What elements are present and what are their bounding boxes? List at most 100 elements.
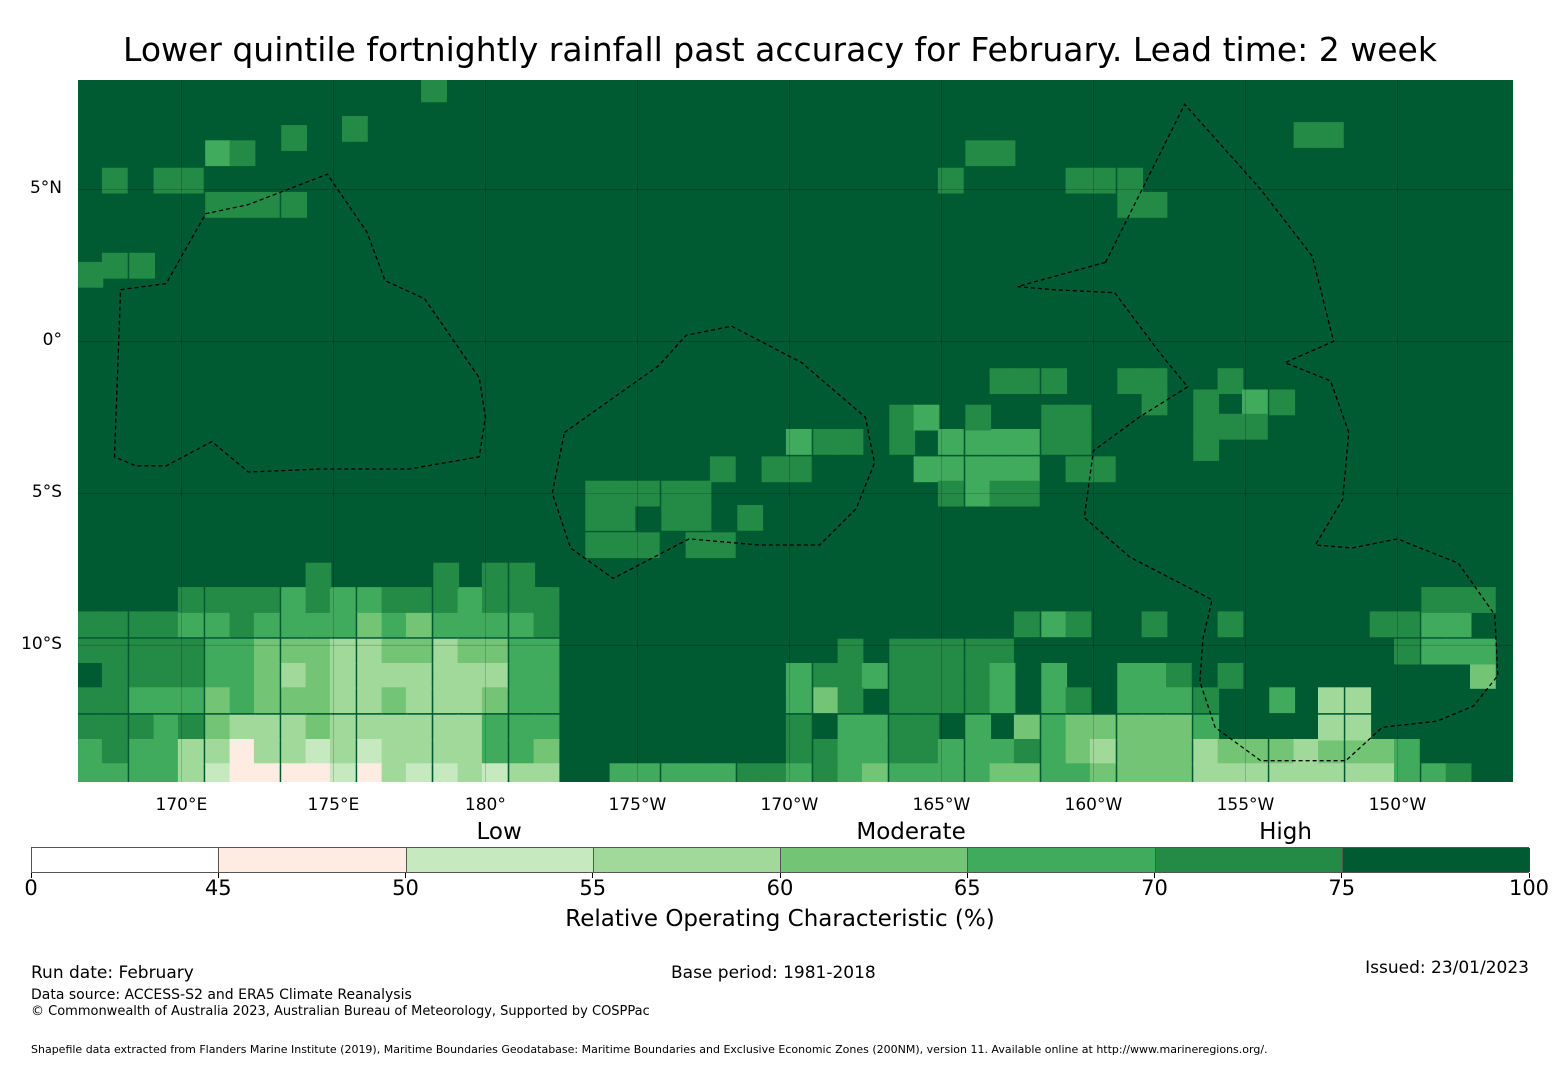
roc-cell bbox=[229, 587, 256, 613]
roc-cell bbox=[329, 587, 356, 613]
roc-cell bbox=[205, 140, 231, 167]
roc-cell bbox=[305, 739, 332, 765]
roc-cell bbox=[585, 532, 612, 559]
roc-cell bbox=[329, 663, 356, 689]
roc-cell bbox=[509, 687, 536, 714]
graticule-layer bbox=[78, 80, 1513, 782]
roc-cell bbox=[1394, 611, 1420, 638]
roc-cell bbox=[761, 763, 788, 782]
roc-cell bbox=[78, 687, 104, 714]
copyright-notice: © Commonwealth of Australia 2023, Austra… bbox=[31, 1004, 650, 1019]
roc-cell bbox=[1141, 714, 1168, 741]
roc-cell bbox=[1394, 763, 1420, 782]
roc-cell bbox=[1141, 687, 1168, 714]
roc-cell bbox=[177, 687, 204, 714]
roc-cell bbox=[1117, 763, 1144, 782]
colorbar-tick-label: 0 bbox=[24, 876, 38, 900]
colorbar-segment bbox=[1342, 848, 1530, 872]
roc-cell bbox=[381, 763, 408, 782]
roc-cell bbox=[685, 480, 712, 507]
roc-cell bbox=[861, 663, 888, 689]
roc-cell bbox=[837, 763, 864, 782]
roc-cell bbox=[1013, 480, 1040, 507]
roc-cell bbox=[1445, 638, 1472, 665]
roc-cell bbox=[253, 611, 280, 638]
roc-cell bbox=[1242, 739, 1268, 765]
roc-cell bbox=[153, 687, 180, 714]
roc-cell bbox=[509, 562, 536, 589]
colorbar-tick-label: 70 bbox=[1141, 876, 1168, 900]
roc-cell bbox=[1269, 763, 1296, 782]
roc-cell bbox=[1217, 739, 1244, 765]
roc-cell bbox=[1117, 192, 1144, 218]
colorbar-tick-label: 60 bbox=[766, 876, 794, 900]
roc-cell bbox=[837, 663, 864, 689]
roc-cell bbox=[1166, 687, 1192, 714]
roc-cell bbox=[1065, 167, 1092, 194]
lon-label: 150°W bbox=[1368, 795, 1427, 815]
roc-cell bbox=[421, 80, 447, 103]
roc-cell bbox=[913, 638, 940, 665]
roc-cell bbox=[737, 763, 764, 782]
roc-cell bbox=[989, 763, 1016, 782]
roc-cell bbox=[785, 687, 812, 714]
roc-cell bbox=[129, 252, 155, 279]
roc-cell bbox=[1141, 739, 1168, 765]
lon-label: 155°W bbox=[1216, 795, 1275, 815]
roc-cell bbox=[965, 404, 992, 431]
roc-cell bbox=[381, 663, 408, 689]
roc-cell bbox=[229, 739, 256, 765]
roc-cell bbox=[481, 587, 508, 613]
skill-category-high: High bbox=[1259, 819, 1312, 845]
roc-cell bbox=[937, 456, 964, 483]
roc-cell bbox=[1013, 763, 1040, 782]
roc-cell bbox=[989, 687, 1016, 714]
roc-cell bbox=[965, 480, 992, 507]
roc-cell bbox=[1013, 429, 1040, 455]
roc-cell bbox=[101, 714, 128, 741]
roc-cell bbox=[1470, 663, 1496, 689]
roc-cell bbox=[989, 140, 1016, 167]
colorbar-segment bbox=[219, 848, 407, 872]
roc-cell bbox=[889, 714, 916, 741]
roc-cell bbox=[889, 763, 916, 782]
roc-cell bbox=[78, 638, 104, 665]
roc-cell bbox=[205, 587, 231, 613]
roc-cell bbox=[785, 456, 812, 483]
shapefile-note: Shapefile data extracted from Flanders M… bbox=[31, 1043, 1268, 1056]
roc-cell bbox=[1193, 389, 1220, 416]
roc-cell bbox=[101, 739, 128, 765]
roc-cell bbox=[205, 763, 231, 782]
roc-cell bbox=[101, 167, 128, 194]
roc-cell bbox=[1065, 763, 1092, 782]
roc-cell bbox=[253, 192, 280, 218]
base-period: Base period: 1981-2018 bbox=[671, 963, 876, 983]
roc-cell bbox=[1117, 714, 1144, 741]
roc-cell bbox=[533, 714, 560, 741]
lat-label: 5°S bbox=[31, 482, 62, 503]
roc-cell bbox=[1117, 739, 1144, 765]
roc-cell bbox=[381, 714, 408, 741]
roc-cell bbox=[913, 404, 940, 431]
roc-cell bbox=[1089, 456, 1116, 483]
roc-cell bbox=[153, 167, 180, 194]
roc-cell bbox=[381, 638, 408, 665]
roc-cell bbox=[1141, 663, 1168, 689]
roc-cell bbox=[861, 763, 888, 782]
roc-cell bbox=[433, 638, 460, 665]
colorbar-tick bbox=[966, 873, 968, 878]
roc-cell bbox=[889, 404, 916, 431]
colorbar-segment bbox=[406, 848, 594, 872]
roc-cell bbox=[433, 587, 460, 613]
roc-cell bbox=[509, 587, 536, 613]
lon-label: 160°W bbox=[1064, 795, 1123, 815]
roc-cell bbox=[685, 532, 712, 559]
roc-cell bbox=[229, 687, 256, 714]
roc-cell bbox=[1089, 167, 1116, 194]
roc-cell bbox=[457, 739, 484, 765]
roc-cell bbox=[281, 687, 307, 714]
roc-cell bbox=[405, 687, 432, 714]
roc-cell bbox=[1166, 763, 1192, 782]
roc-cell bbox=[305, 638, 332, 665]
colorbar-tick-label: 100 bbox=[1508, 876, 1550, 900]
